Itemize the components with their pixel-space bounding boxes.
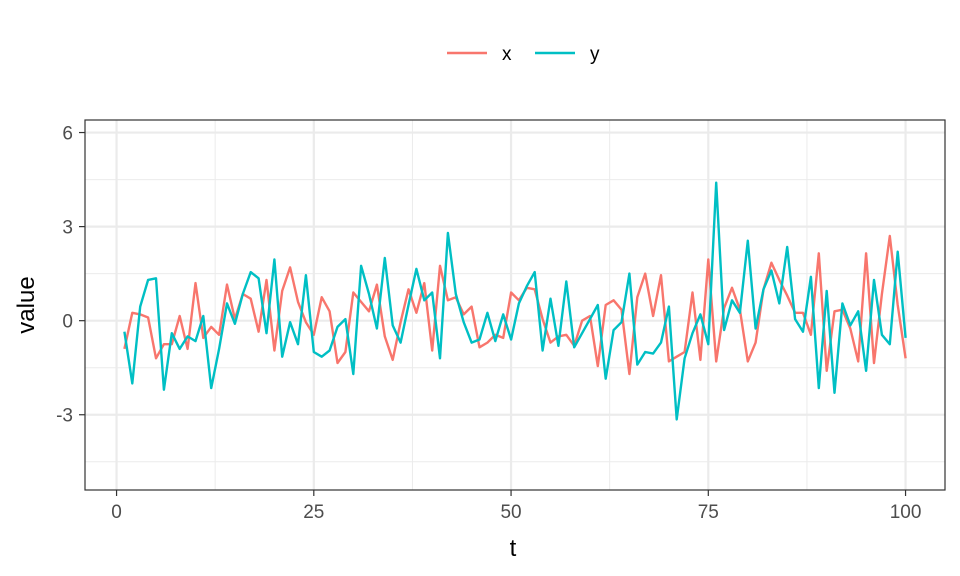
minor-gridlines — [85, 120, 945, 490]
y-tick-label: 0 — [62, 312, 73, 333]
legend-label-y: y — [590, 44, 600, 65]
panel-background — [85, 120, 945, 490]
series-line-x — [123, 234, 907, 376]
panel-border — [84, 119, 946, 491]
y-axis-title: value — [13, 276, 40, 333]
x-tick-label: 100 — [890, 502, 922, 523]
y-tick-label: 6 — [62, 124, 73, 145]
y-tick-label: -3 — [56, 406, 73, 427]
x-axis-title: t — [510, 535, 517, 562]
series-lines — [123, 181, 907, 421]
series-line-y — [123, 181, 907, 421]
x-tick-label: 25 — [303, 502, 324, 523]
y-axis: -3 0 3 6 — [56, 124, 85, 427]
x-tick-label: 0 — [111, 502, 122, 523]
x-tick-label: 50 — [500, 502, 521, 523]
x-tick-label: 75 — [698, 502, 719, 523]
legend-label-x: x — [502, 44, 512, 65]
x-axis: 0 25 50 75 100 — [111, 490, 921, 523]
y-tick-label: 3 — [62, 218, 73, 239]
